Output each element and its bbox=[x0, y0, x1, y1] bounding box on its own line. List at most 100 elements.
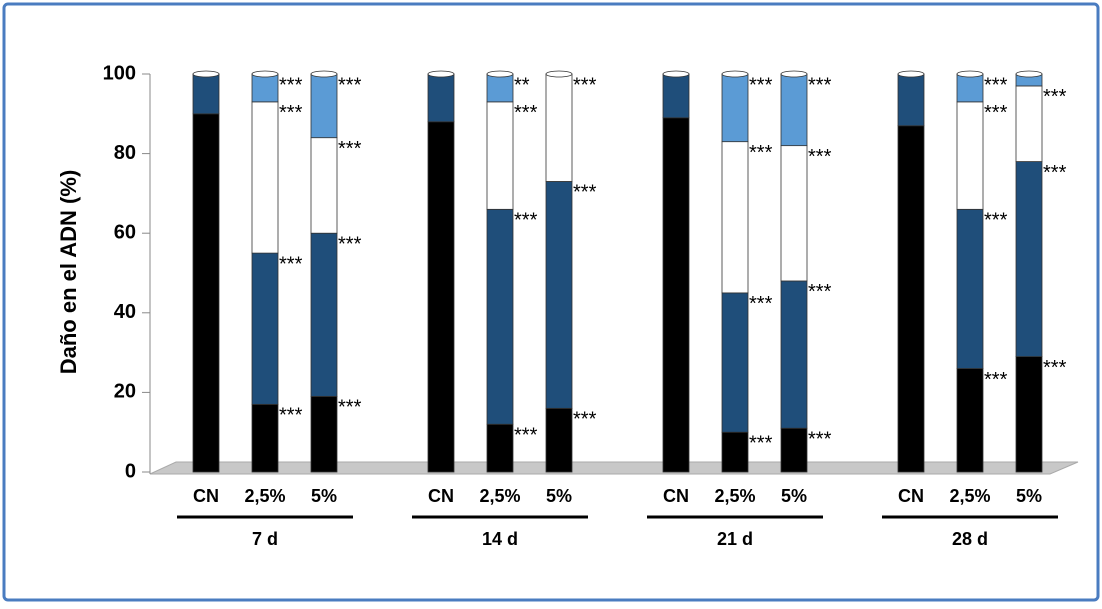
bar-segment bbox=[956, 101, 984, 210]
significance-label: *** bbox=[984, 210, 1008, 232]
x-tick-label: 2,5% bbox=[714, 486, 755, 506]
bar-cap bbox=[780, 70, 808, 78]
significance-label: *** bbox=[984, 74, 1008, 96]
x-tick-label: 2,5% bbox=[479, 486, 520, 506]
significance-label: *** bbox=[514, 210, 538, 232]
x-tick-label: 2,5% bbox=[949, 486, 990, 506]
x-tick-label: CN bbox=[428, 486, 454, 506]
bar-cap bbox=[1015, 70, 1043, 78]
bar-cap bbox=[897, 70, 925, 78]
x-tick-label: 2,5% bbox=[244, 486, 285, 506]
bar-cap bbox=[956, 70, 984, 78]
x-tick-label: CN bbox=[663, 486, 689, 506]
significance-label: *** bbox=[984, 102, 1008, 124]
significance-label: *** bbox=[338, 397, 362, 419]
bar-segment bbox=[721, 292, 749, 433]
significance-label: *** bbox=[279, 74, 303, 96]
bar-segment bbox=[721, 141, 749, 294]
bar-segment bbox=[486, 423, 514, 473]
bar-segment bbox=[251, 252, 279, 405]
bar-segment bbox=[956, 368, 984, 473]
significance-label: *** bbox=[1043, 357, 1067, 379]
y-tick-label: 40 bbox=[114, 301, 136, 323]
significance-label: *** bbox=[749, 142, 773, 164]
bar-segment bbox=[427, 121, 455, 473]
bar-cap bbox=[310, 70, 338, 78]
group-label: 28 d bbox=[952, 529, 988, 549]
bar-segment bbox=[310, 137, 338, 234]
bar-segment bbox=[1015, 356, 1043, 473]
significance-label: *** bbox=[749, 74, 773, 96]
bar-segment bbox=[310, 395, 338, 473]
bar-segment bbox=[956, 73, 984, 103]
x-tick-label: CN bbox=[898, 486, 924, 506]
x-tick-label: 5% bbox=[311, 486, 337, 506]
bar-segment bbox=[780, 73, 808, 147]
bar-cap bbox=[486, 70, 514, 78]
bar-segment bbox=[545, 181, 573, 409]
group-label: 14 d bbox=[482, 529, 518, 549]
x-tick-label: 5% bbox=[781, 486, 807, 506]
bar-cap bbox=[662, 70, 690, 78]
bar-segment bbox=[780, 145, 808, 282]
y-tick-label: 20 bbox=[114, 381, 136, 403]
x-tick-label: 5% bbox=[546, 486, 572, 506]
bar-segment bbox=[310, 73, 338, 139]
bar-segment bbox=[192, 73, 220, 115]
floor bbox=[149, 461, 1079, 475]
significance-label: *** bbox=[749, 293, 773, 315]
bar-segment bbox=[1015, 85, 1043, 162]
significance-label: *** bbox=[338, 138, 362, 160]
y-tick-label: 60 bbox=[114, 221, 136, 243]
bar-segment bbox=[897, 73, 925, 127]
bar-segment bbox=[662, 73, 690, 119]
bar-segment bbox=[780, 280, 808, 429]
significance-label: *** bbox=[1043, 162, 1067, 184]
bar-segment bbox=[486, 208, 514, 425]
bar-segment bbox=[251, 403, 279, 473]
significance-label: *** bbox=[808, 74, 832, 96]
bar-cap bbox=[251, 70, 279, 78]
significance-label: *** bbox=[573, 182, 597, 204]
bar-segment bbox=[486, 73, 514, 103]
bar-cap bbox=[721, 70, 749, 78]
significance-label: *** bbox=[808, 281, 832, 303]
bar-cap bbox=[427, 70, 455, 78]
bar-segment bbox=[427, 73, 455, 123]
significance-label: *** bbox=[1043, 86, 1067, 108]
significance-label: *** bbox=[514, 102, 538, 124]
group-label: 21 d bbox=[717, 529, 753, 549]
significance-label: *** bbox=[749, 432, 773, 454]
bar-segment bbox=[956, 208, 984, 369]
significance-label: *** bbox=[338, 233, 362, 255]
bar-cap bbox=[192, 70, 220, 78]
significance-label: *** bbox=[279, 102, 303, 124]
significance-label: ** bbox=[514, 74, 530, 96]
y-tick-label: 100 bbox=[103, 62, 136, 84]
significance-label: *** bbox=[514, 425, 538, 447]
bar-segment bbox=[545, 73, 573, 182]
x-tick-label: 5% bbox=[1016, 486, 1042, 506]
significance-label: *** bbox=[573, 409, 597, 431]
group-label: 7 d bbox=[252, 529, 278, 549]
bar-segment bbox=[780, 427, 808, 473]
bar-segment bbox=[251, 73, 279, 103]
significance-label: *** bbox=[279, 253, 303, 275]
bar-segment bbox=[192, 113, 220, 473]
y-axis-label: Daño en el ADN (%) bbox=[56, 170, 81, 375]
x-tick-label: CN bbox=[193, 486, 219, 506]
bar-segment bbox=[486, 101, 514, 210]
significance-label: *** bbox=[573, 74, 597, 96]
bar-segment bbox=[1015, 161, 1043, 357]
bar-segment bbox=[897, 125, 925, 473]
y-tick-label: 0 bbox=[125, 460, 136, 482]
significance-label: *** bbox=[808, 146, 832, 168]
significance-label: *** bbox=[808, 429, 832, 451]
bar-segment bbox=[721, 73, 749, 143]
bar-segment bbox=[310, 232, 338, 397]
significance-label: *** bbox=[279, 405, 303, 427]
bar-segment bbox=[251, 101, 279, 254]
bar-segment bbox=[721, 431, 749, 473]
bar-segment bbox=[662, 117, 690, 473]
